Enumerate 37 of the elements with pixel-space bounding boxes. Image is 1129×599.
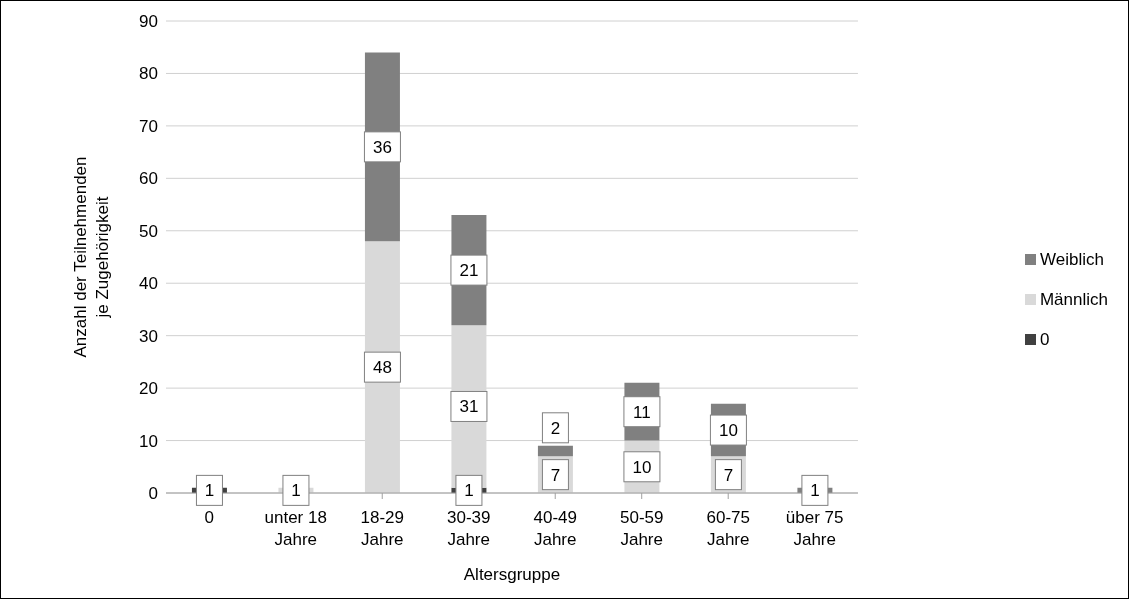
legend-label: 0 [1039,329,1050,350]
x-tick-label: 30-39 Jahre [446,508,491,549]
legend-label: Weiblich [1039,249,1104,270]
y-tick-label: 80 [139,64,158,84]
data-label: 21 [459,261,479,281]
data-label: 2 [550,418,561,438]
y-tick-label: 30 [139,326,158,346]
y-tick-label: 40 [139,274,158,294]
x-tick-label: 60-75 Jahre [706,508,750,549]
y-axis-title: Anzahl der Teilnehmenden je Zugehörigkeit [71,156,112,358]
data-label: 7 [550,465,561,485]
x-tick-label: über 75 Jahre [785,508,844,549]
x-tick-label: 0 [204,508,214,527]
data-label: 10 [632,457,652,477]
y-tick-label: 0 [148,484,158,504]
y-tick-label: 50 [139,221,158,241]
y-tick-label: 60 [139,169,158,189]
legend-label: Männlich [1039,289,1108,310]
y-tick-label: 70 [139,116,158,136]
data-label: 1 [291,481,301,501]
data-label: 1 [464,481,474,501]
data-label: 36 [372,137,392,157]
x-axis-title: Altersgruppe [463,565,561,584]
data-label: 1 [810,481,820,501]
data-label: 48 [372,358,392,378]
data-label: 11 [633,402,651,422]
x-tick-label: unter 18 Jahre [264,508,327,549]
x-tick-label: 40-49 Jahre [533,508,577,549]
data-label: 31 [459,397,479,417]
x-tick-label: 50-59 Jahre [619,508,664,549]
y-tick-label: 90 [139,12,158,32]
data-label: 10 [718,421,738,441]
data-label: 7 [723,465,734,485]
y-tick-label: 20 [139,379,158,399]
data-label: 1 [204,481,215,501]
x-tick-label: 18-29 Jahre [360,508,404,549]
y-tick-label: 10 [139,431,158,451]
